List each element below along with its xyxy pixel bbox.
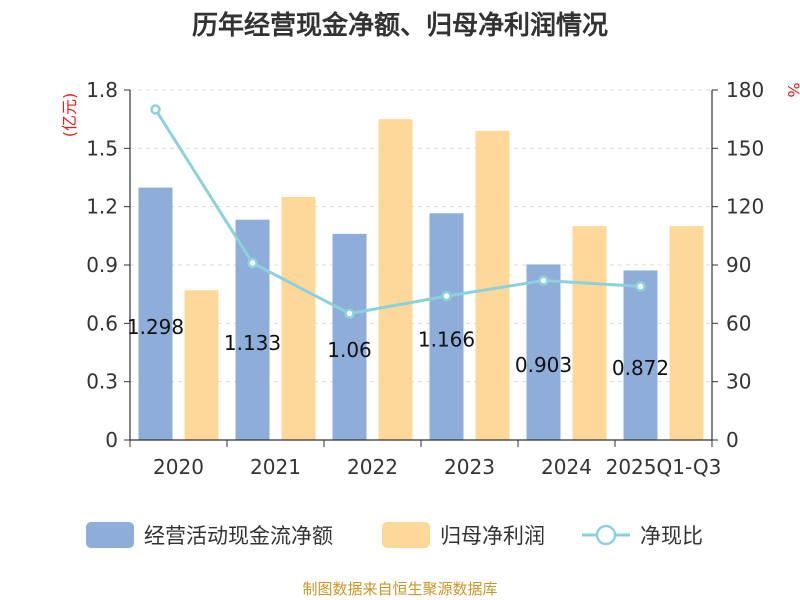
bar bbox=[332, 233, 367, 440]
left-tick-label: 1.2 bbox=[86, 195, 118, 219]
bar bbox=[235, 219, 270, 440]
x-tick-label: 2020 bbox=[153, 455, 204, 479]
ratio-line bbox=[150, 104, 646, 319]
right-tick-label: 180 bbox=[726, 78, 764, 102]
ratio-point bbox=[247, 257, 258, 269]
axes: 0 0.3 0.6 0.9 1.2 1.5 1.8 0 30 60 90 120 150 180 2020 2… bbox=[86, 78, 764, 479]
left-tick-label: 1.5 bbox=[86, 136, 118, 160]
bar bbox=[572, 226, 607, 440]
bar bbox=[429, 213, 464, 440]
data-label: 1.133 bbox=[224, 331, 281, 355]
x-tick-label: 2024 bbox=[541, 455, 592, 479]
data-label: 1.298 bbox=[127, 315, 184, 339]
bar bbox=[378, 119, 413, 441]
bar bbox=[138, 187, 173, 440]
ratio-point bbox=[635, 281, 646, 292]
ratio-point bbox=[150, 104, 161, 115]
ratio-point bbox=[538, 275, 549, 286]
bar bbox=[184, 290, 219, 440]
ratio-point bbox=[344, 308, 355, 319]
bars bbox=[138, 119, 704, 441]
x-tick-label: 2022 bbox=[347, 455, 398, 479]
right-tick-label: 90 bbox=[726, 253, 751, 277]
data-label: 0.903 bbox=[515, 353, 572, 377]
data-label: 1.06 bbox=[327, 338, 372, 362]
bar bbox=[669, 226, 704, 440]
right-tick-label: 60 bbox=[726, 311, 751, 335]
right-axis-unit: % bbox=[784, 82, 800, 97]
data-label: 1.166 bbox=[418, 328, 475, 352]
ratio-point bbox=[441, 290, 452, 302]
right-tick-label: 0 bbox=[726, 428, 739, 452]
x-tick-label: 2023 bbox=[444, 455, 495, 479]
source-note: 制图数据来自恒生聚源数据库 bbox=[302, 580, 497, 598]
legend-swatch bbox=[86, 522, 134, 548]
bar bbox=[623, 270, 658, 440]
right-tick-label: 30 bbox=[726, 370, 751, 394]
legend-label: 净现比 bbox=[640, 524, 703, 548]
right-tick-label: 150 bbox=[726, 136, 764, 160]
left-tick-label: 0.3 bbox=[86, 370, 118, 394]
right-tick-label: 120 bbox=[726, 195, 764, 219]
grid-lines bbox=[130, 89, 712, 383]
x-tick-label: 2021 bbox=[250, 455, 301, 479]
left-axis-unit: (亿元) bbox=[60, 93, 79, 138]
left-tick-label: 0 bbox=[105, 428, 118, 452]
legend-swatch-marker bbox=[595, 524, 617, 546]
left-tick-label: 1.8 bbox=[86, 78, 118, 102]
data-label: 0.872 bbox=[612, 356, 669, 380]
left-tick-label: 0.9 bbox=[86, 253, 118, 277]
legend: 经营活动现金流净额 归母净利润 净现比 bbox=[86, 522, 703, 548]
chart-title: 历年经营现金净额、归母净利润情况 bbox=[192, 10, 608, 41]
x-tick-label: 2025Q1-Q3 bbox=[606, 455, 722, 479]
bar bbox=[526, 264, 561, 440]
left-tick-label: 0.6 bbox=[86, 311, 118, 335]
legend-label: 经营活动现金流净额 bbox=[144, 524, 333, 548]
legend-label: 归母净利润 bbox=[440, 524, 545, 548]
bar bbox=[281, 196, 316, 440]
legend-swatch bbox=[382, 522, 430, 548]
data-labels: 1.298 1.133 1.06 1.166 0.903 0.872 bbox=[127, 315, 669, 380]
ratio-line-path bbox=[154, 108, 641, 316]
